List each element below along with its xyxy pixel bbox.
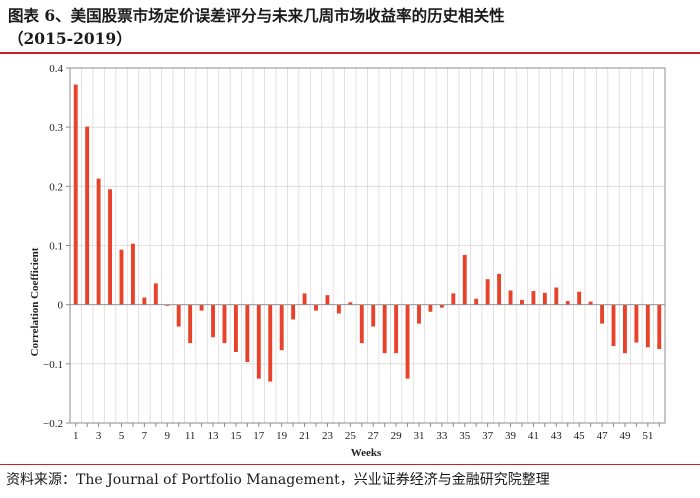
x-tick-label: 15 [230, 430, 242, 442]
x-tick-label: 7 [142, 430, 148, 442]
bar-week-36 [474, 298, 479, 305]
bar-week-35 [462, 254, 467, 305]
source-note: 资料来源：The Journal of Portfolio Management… [6, 472, 550, 488]
bar-week-52 [657, 304, 662, 350]
bar-week-51 [645, 304, 650, 348]
bar-week-42 [542, 292, 547, 305]
bar-week-16 [245, 304, 250, 363]
x-axis-label: Weeks [351, 447, 382, 459]
chart-subtitle: （2015-2019） [8, 29, 132, 48]
bar-week-25 [348, 302, 353, 305]
correlation-bar-chart: 0.40.30.20.10−0.1−0.21 3 5 7 9 11 13 15 17 19 21 23… [29, 63, 666, 459]
y-tick-label: 0 [58, 300, 64, 312]
bar-week-8 [153, 283, 158, 305]
axis-layer: 0.40.30.20.10−0.1−0.21 3 5 7 9 11 13 15 17 19 21 23… [43, 63, 666, 442]
x-tick-label: 51 [642, 430, 653, 442]
x-tick-label: 5 [119, 430, 125, 442]
chart-title: 图表 6、美国股票市场定价误差评分与未来几周市场收益率的历史相关性 [8, 6, 505, 25]
bar-week-19 [279, 304, 284, 351]
x-tick-label: 37 [482, 430, 494, 442]
bar-week-23 [325, 295, 330, 305]
y-tick-label: 0.1 [49, 241, 63, 253]
x-tick-label: 3 [96, 430, 102, 442]
bar-week-43 [554, 287, 559, 305]
bar-week-26 [359, 304, 364, 344]
title-block: 图表 6、美国股票市场定价误差评分与未来几周市场收益率的历史相关性 （2015-… [8, 4, 692, 50]
bar-week-50 [634, 304, 639, 343]
x-tick-label: 17 [253, 430, 265, 442]
bar-week-38 [497, 273, 502, 305]
x-tick-label: 39 [505, 430, 517, 442]
y-tick-label: −0.1 [43, 359, 63, 371]
bar-week-28 [382, 304, 387, 354]
bar-week-32 [428, 304, 433, 312]
bar-week-18 [268, 304, 273, 382]
bottom-rule [0, 464, 700, 465]
bar-week-34 [451, 293, 456, 305]
y-tick-label: 0.4 [49, 63, 63, 75]
bar-week-5 [119, 249, 124, 305]
bar-week-39 [508, 290, 513, 305]
x-tick-label: 27 [368, 430, 380, 442]
bar-week-2 [85, 126, 90, 305]
x-tick-label: 35 [459, 430, 471, 442]
x-tick-label: 29 [391, 430, 403, 442]
x-tick-label: 1 [73, 430, 79, 442]
x-tick-label: 25 [345, 430, 357, 442]
y-tick-label: 0.2 [49, 181, 63, 193]
x-tick-label: 11 [185, 430, 196, 442]
plot-frame [69, 67, 666, 424]
y-tick-label: −0.2 [43, 418, 63, 430]
bar-week-41 [531, 291, 536, 305]
bar-week-10 [176, 304, 181, 327]
bar-week-40 [520, 299, 524, 305]
bar-week-30 [405, 304, 410, 379]
bar-week-46 [588, 301, 593, 305]
x-tick-label: 23 [322, 430, 334, 442]
bar-week-13 [211, 304, 215, 338]
bar-week-20 [291, 304, 296, 320]
x-tick-label: 13 [208, 430, 220, 442]
bar-week-37 [485, 279, 490, 305]
bar-week-29 [394, 304, 399, 354]
bar-week-27 [371, 304, 376, 327]
bar-week-21 [302, 293, 307, 305]
bar-week-24 [336, 304, 341, 314]
x-tick-label: 33 [436, 430, 448, 442]
bar-week-17 [256, 304, 261, 379]
bar-week-33 [439, 304, 444, 308]
bar-week-44 [565, 301, 570, 305]
x-tick-label: 45 [574, 430, 586, 442]
bar-week-49 [623, 304, 627, 354]
x-tick-label: 9 [165, 430, 171, 442]
bar-week-3 [96, 178, 101, 305]
bar-week-7 [142, 297, 147, 305]
x-tick-label: 19 [276, 430, 288, 442]
bar-week-14 [222, 304, 227, 344]
x-tick-label: 31 [413, 430, 424, 442]
bar-week-4 [108, 189, 112, 305]
bar-week-22 [314, 304, 318, 311]
bar-layer [73, 84, 662, 382]
top-rule [0, 52, 700, 54]
x-tick-label: 43 [551, 430, 563, 442]
bar-week-12 [199, 304, 204, 311]
x-tick-label: 49 [619, 430, 631, 442]
bar-week-11 [188, 304, 193, 344]
bar-week-1 [73, 84, 78, 305]
bar-week-15 [233, 304, 238, 352]
x-tick-label: 41 [528, 430, 539, 442]
x-tick-label: 47 [597, 430, 609, 442]
bar-week-6 [130, 243, 135, 305]
bar-week-45 [577, 291, 582, 305]
x-tick-label: 21 [299, 430, 310, 442]
y-tick-label: 0.3 [49, 122, 63, 134]
y-axis-label: Correlation Coefficient [29, 247, 41, 356]
bar-week-31 [417, 304, 421, 324]
bar-week-47 [600, 304, 605, 324]
bar-week-9 [165, 304, 170, 306]
bar-week-48 [611, 304, 616, 347]
grid-layer [69, 67, 666, 424]
